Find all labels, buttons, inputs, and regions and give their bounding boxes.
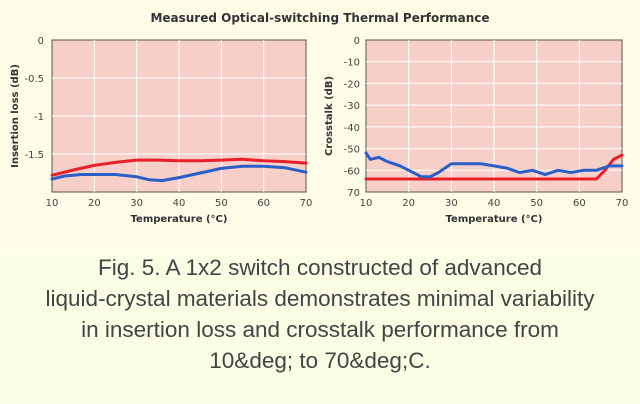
x-tick-label: 20	[88, 198, 101, 209]
caption-line-1: Fig. 5. A 1x2 switch constructed of adva…	[97, 255, 542, 280]
y-axis-label: Insertion loss (dB)	[10, 64, 21, 168]
caption-line-3: in insertion loss and crosstalk performa…	[81, 317, 559, 342]
x-tick-label: 10	[360, 198, 373, 209]
y-tick-label: -50	[344, 145, 360, 156]
y-tick-label: -60	[344, 166, 360, 177]
x-tick-label: 70	[616, 198, 629, 209]
charts-svg: Measured Optical-switching Thermal Perfo…	[10, 11, 628, 225]
series-line-blue	[364, 151, 624, 179]
x-tick-label: 70	[300, 198, 313, 209]
insertion-loss-chart: 10 20 30 40 50 60 70 0 -0.5 -1 -1.5 Temperature (°C…	[10, 36, 312, 225]
x-tick-label: 10	[46, 198, 59, 209]
figure-caption: Fig. 5. A 1x2 switch constructed of adva…	[0, 252, 640, 402]
x-tick-label: 60	[257, 198, 270, 209]
y-tick-label: -1	[34, 112, 44, 123]
x-tick-label: 40	[173, 198, 186, 209]
y-tick-label: -10	[344, 58, 360, 69]
x-tick-label: 30	[445, 198, 458, 209]
y-tick-label: 0	[38, 36, 44, 47]
crosstalk-chart: 10 20 30 40 50 60 70 0 -10 -20 -30 -40 -50 -60 70 Tempe…	[324, 36, 628, 225]
x-axis-label: Temperature (°C)	[131, 214, 228, 225]
y-tick-label: -20	[344, 79, 360, 90]
series-line-red	[50, 157, 308, 177]
y-tick-label: -0.5	[24, 74, 44, 85]
figure-title: Measured Optical-switching Thermal Perfo…	[150, 11, 489, 25]
x-axis-label: Temperature (°C)	[446, 214, 543, 225]
caption-line-2: liquid-crystal materials demonstrates mi…	[45, 286, 595, 311]
y-tick-label: -40	[344, 123, 360, 134]
x-tick-label: 50	[530, 198, 543, 209]
series-line-blue	[50, 164, 308, 183]
y-axis-label: Crosstalk (dB)	[324, 76, 335, 156]
y-tick-label: 70	[347, 188, 360, 199]
caption-line-4: 10&deg; to 70&deg;C.	[209, 348, 431, 373]
x-tick-label: 40	[488, 198, 501, 209]
x-tick-label: 50	[215, 198, 228, 209]
y-tick-label: -1.5	[24, 150, 44, 161]
x-tick-label: 60	[573, 198, 586, 209]
y-tick-label: -30	[344, 101, 360, 112]
figure: Measured Optical-switching Thermal Perfo…	[10, 11, 629, 225]
y-tick-label: 0	[354, 36, 360, 47]
x-tick-label: 30	[130, 198, 143, 209]
x-tick-label: 20	[402, 198, 415, 209]
